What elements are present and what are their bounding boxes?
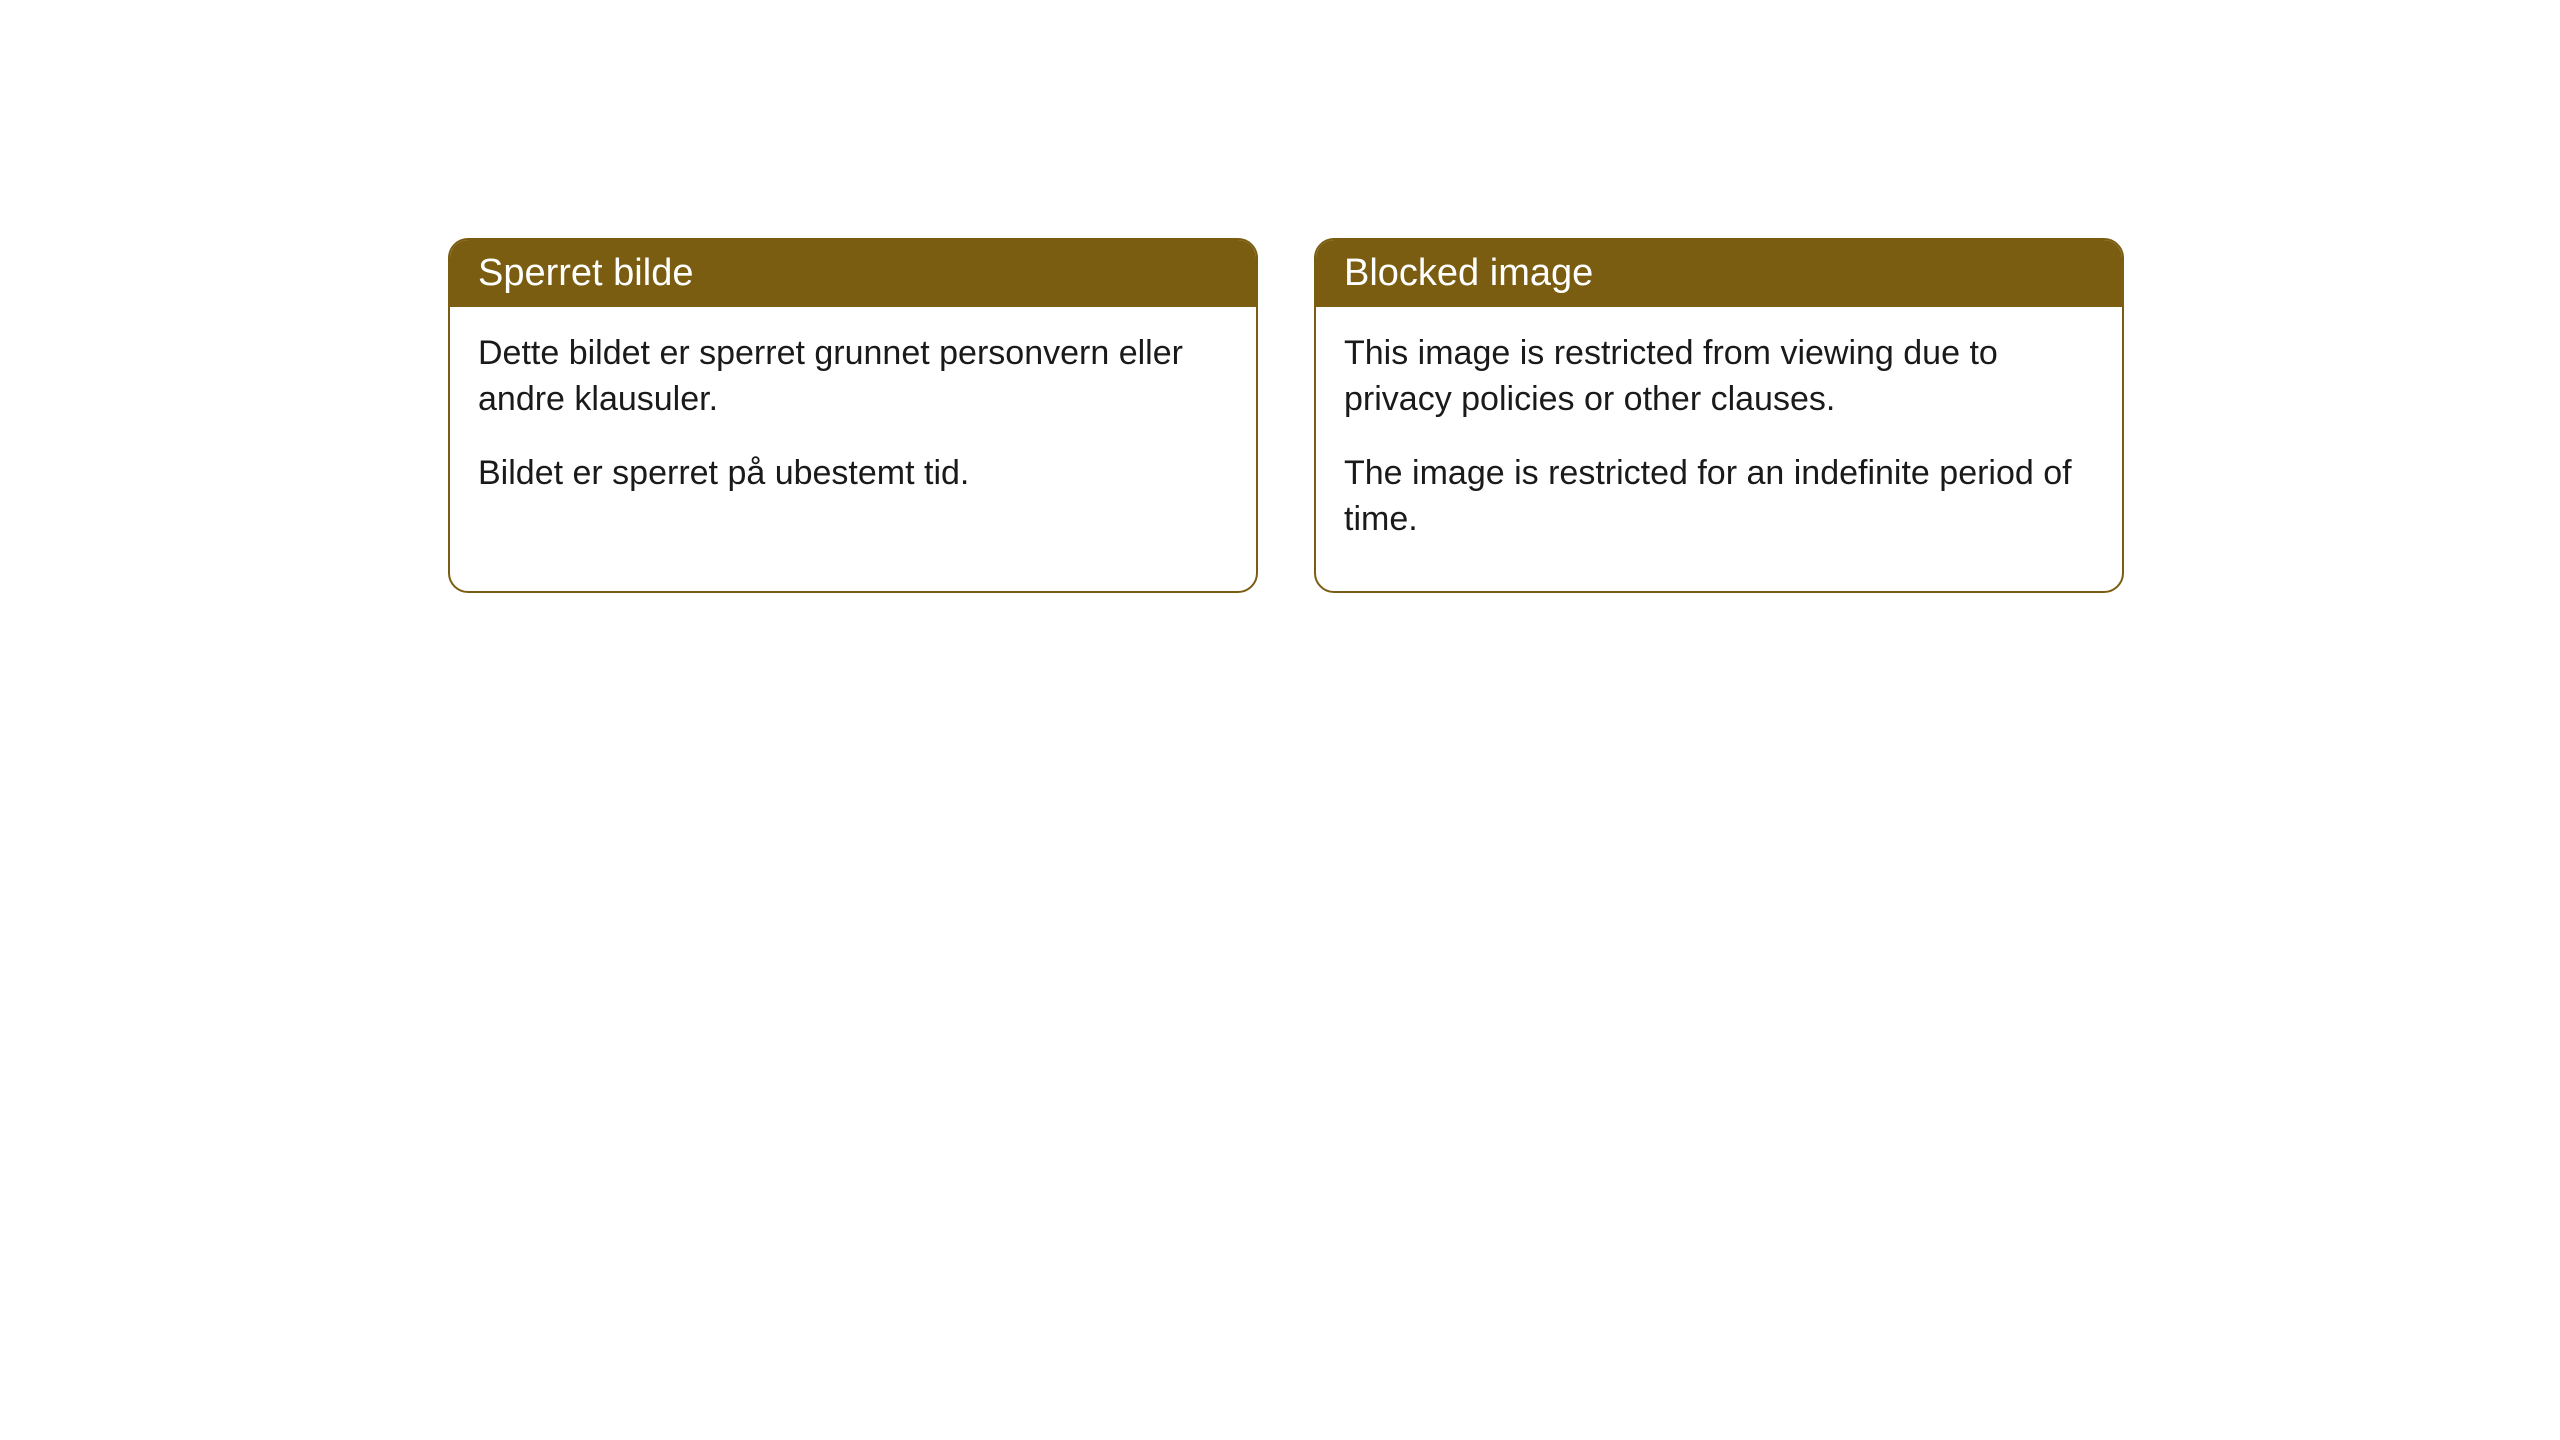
card-paragraph: Bildet er sperret på ubestemt tid. bbox=[478, 451, 1228, 497]
notice-cards-container: Sperret bilde Dette bildet er sperret gr… bbox=[448, 238, 2124, 593]
card-body-no: Dette bildet er sperret grunnet personve… bbox=[450, 307, 1256, 545]
card-paragraph: This image is restricted from viewing du… bbox=[1344, 331, 2094, 423]
card-header-label: Sperret bilde bbox=[478, 252, 693, 294]
card-body-en: This image is restricted from viewing du… bbox=[1316, 307, 2122, 591]
blocked-image-card-en: Blocked image This image is restricted f… bbox=[1314, 238, 2124, 593]
card-paragraph: Dette bildet er sperret grunnet personve… bbox=[478, 331, 1228, 423]
card-header-en: Blocked image bbox=[1316, 240, 2122, 307]
card-paragraph: The image is restricted for an indefinit… bbox=[1344, 451, 2094, 543]
blocked-image-card-no: Sperret bilde Dette bildet er sperret gr… bbox=[448, 238, 1258, 593]
card-header-no: Sperret bilde bbox=[450, 240, 1256, 307]
card-header-label: Blocked image bbox=[1344, 252, 1593, 294]
